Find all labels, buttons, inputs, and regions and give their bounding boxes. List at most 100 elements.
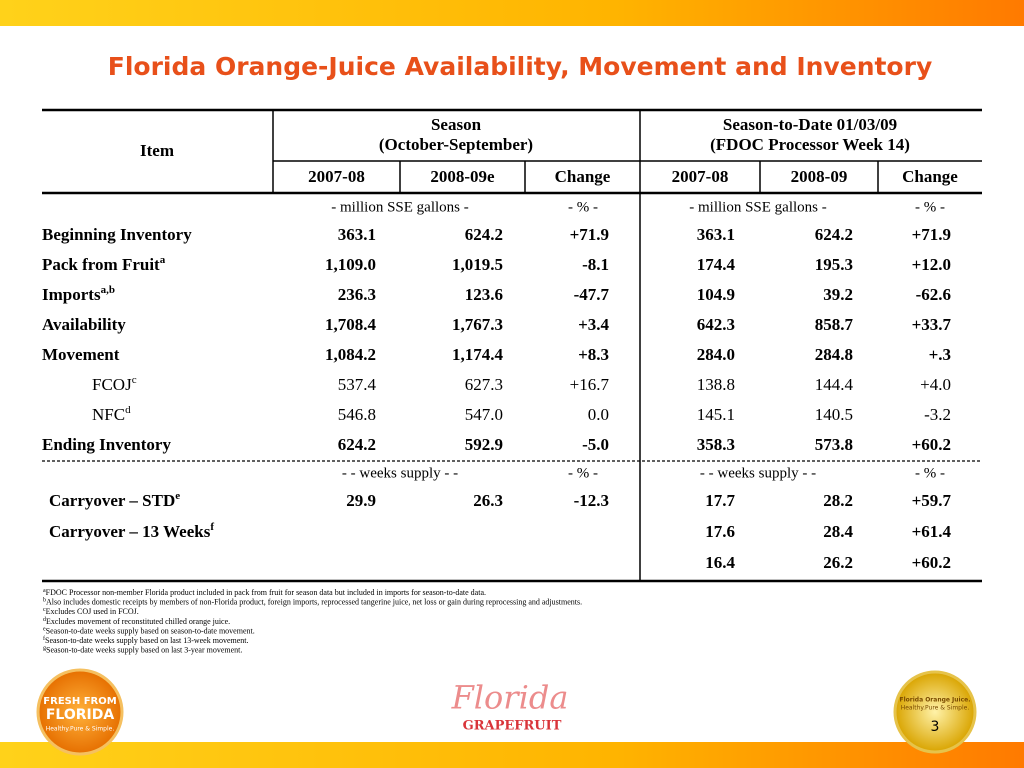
table: Item Season(October-September) Season-to-D… (42, 108, 982, 583)
note: d (125, 404, 131, 416)
note-mark: f (43, 635, 45, 642)
cell: -62.6 (916, 285, 951, 304)
cell: 624.2 (338, 435, 376, 454)
footnote: eSeason-to-date weeks supply based on se… (43, 626, 255, 635)
note-text: Season-to-date weeks supply based on sea… (46, 626, 255, 635)
label: Imports (42, 285, 101, 304)
footnote: aFDOC Processor non-member Florida produ… (43, 588, 486, 597)
cell: -47.7 (574, 285, 610, 304)
note-text: Season-to-date weeks supply based on las… (45, 636, 249, 645)
title: Florida Orange-Juice Availability, Movem… (108, 52, 933, 81)
units: - million SSE gallons - (331, 199, 469, 215)
center-logo: Florida (451, 679, 569, 717)
cell: 1,708.4 (325, 315, 377, 334)
column-header: 2008-09 (791, 167, 848, 186)
cell: 28.2 (823, 491, 853, 510)
header: Season (431, 115, 482, 134)
cell: 592.9 (465, 435, 503, 454)
cell: -12.3 (574, 491, 609, 510)
cell: 39.2 (823, 285, 853, 304)
footnote: gSeason-to-date weeks supply based on la… (43, 645, 242, 654)
row-label: FCOJc (92, 374, 137, 394)
cell: 28.4 (823, 522, 853, 541)
cell: 138.8 (697, 375, 735, 394)
logo-text: Florida Orange Juice. (899, 697, 970, 704)
label: Carryover – STD (49, 491, 175, 510)
cell: +12.0 (912, 255, 951, 274)
logo-text: Healthy.Pure & Simple. (46, 726, 115, 733)
cell: 17.6 (705, 522, 735, 541)
cell: 1,084.2 (325, 345, 376, 364)
note-mark: c (43, 608, 46, 614)
label: NFC (92, 405, 125, 424)
cell: +8.3 (578, 345, 609, 364)
cell: 1,019.5 (452, 255, 503, 274)
cell: +4.0 (920, 375, 951, 394)
cell: 144.4 (815, 375, 854, 394)
column-header: 2008-09e (430, 167, 495, 186)
cell: -3.2 (924, 405, 951, 424)
footnote: bAlso includes domestic receipts by memb… (43, 597, 582, 606)
footnote: dExcludes movement of reconstituted chil… (43, 617, 230, 626)
cell: 284.8 (815, 345, 853, 364)
units: - % - (915, 465, 945, 481)
header: Season-to-Date 01/03/09 (723, 115, 897, 134)
cell: 26.2 (823, 553, 853, 572)
footnotes: aFDOC Processor non-member Florida produ… (43, 588, 582, 655)
column-header: 2007-08 (672, 167, 729, 186)
cell: +61.4 (912, 522, 952, 541)
cell: 123.6 (465, 285, 503, 304)
label: Beginning Inventory (42, 225, 192, 244)
cell: +16.7 (570, 375, 610, 394)
cell: +71.9 (570, 225, 609, 244)
bottom-bar (0, 742, 1024, 768)
cell: 195.3 (815, 255, 853, 274)
cell: 26.3 (473, 491, 503, 510)
cell: 363.1 (338, 225, 376, 244)
row-label: Carryover – STDe (49, 490, 180, 510)
cell: 284.0 (697, 345, 735, 364)
cell: 546.8 (338, 405, 376, 424)
column-header: Change (902, 167, 958, 186)
cell: 627.3 (465, 375, 503, 394)
note-text: FDOC Processor non-member Florida produc… (46, 588, 486, 597)
note: e (175, 490, 180, 502)
note: c (132, 374, 137, 386)
note-mark: a (43, 588, 46, 594)
cell: +60.2 (912, 435, 951, 454)
note: a,b (101, 284, 115, 296)
cell: 140.5 (815, 405, 853, 424)
label: FCOJ (92, 375, 132, 394)
row-label: Movement (42, 345, 120, 364)
logo-text: Healthy.Pure & Simple. (901, 705, 970, 712)
header: (FDOC Processor Week 14) (710, 135, 910, 154)
note: a (160, 254, 166, 266)
cell: +3.4 (578, 315, 609, 334)
column-header: 2007-08 (308, 167, 365, 186)
note-text: Excludes movement of reconstituted chill… (46, 617, 230, 626)
units: - % - (568, 199, 598, 215)
cell: 358.3 (697, 435, 735, 454)
cell: 1,767.3 (452, 315, 503, 334)
note-mark: d (43, 617, 46, 623)
logo-text: FRESH FROM (43, 696, 116, 707)
header: Item (140, 141, 174, 160)
cell: 0.0 (588, 405, 609, 424)
footnote: cExcludes COJ used in FCOJ. (43, 607, 139, 616)
row-label: Carryover – 13 Weeksf (49, 521, 214, 541)
row-label: Ending Inventory (42, 435, 171, 454)
note: f (210, 521, 214, 533)
note-text: Excludes COJ used in FCOJ. (46, 607, 139, 616)
logo-text: FLORIDA (46, 707, 114, 723)
cell: 573.8 (815, 435, 853, 454)
cell: 624.2 (815, 225, 853, 244)
center-logo-sub: GRAPEFRUIT (463, 719, 562, 734)
units: - - weeks supply - - (700, 465, 816, 481)
cell: +59.7 (912, 491, 952, 510)
note-text: Also includes domestic receipts by membe… (46, 597, 582, 606)
cell: 1,174.4 (452, 345, 504, 364)
cell: 17.7 (705, 491, 735, 510)
label: Availability (42, 315, 126, 334)
cell: 363.1 (697, 225, 735, 244)
